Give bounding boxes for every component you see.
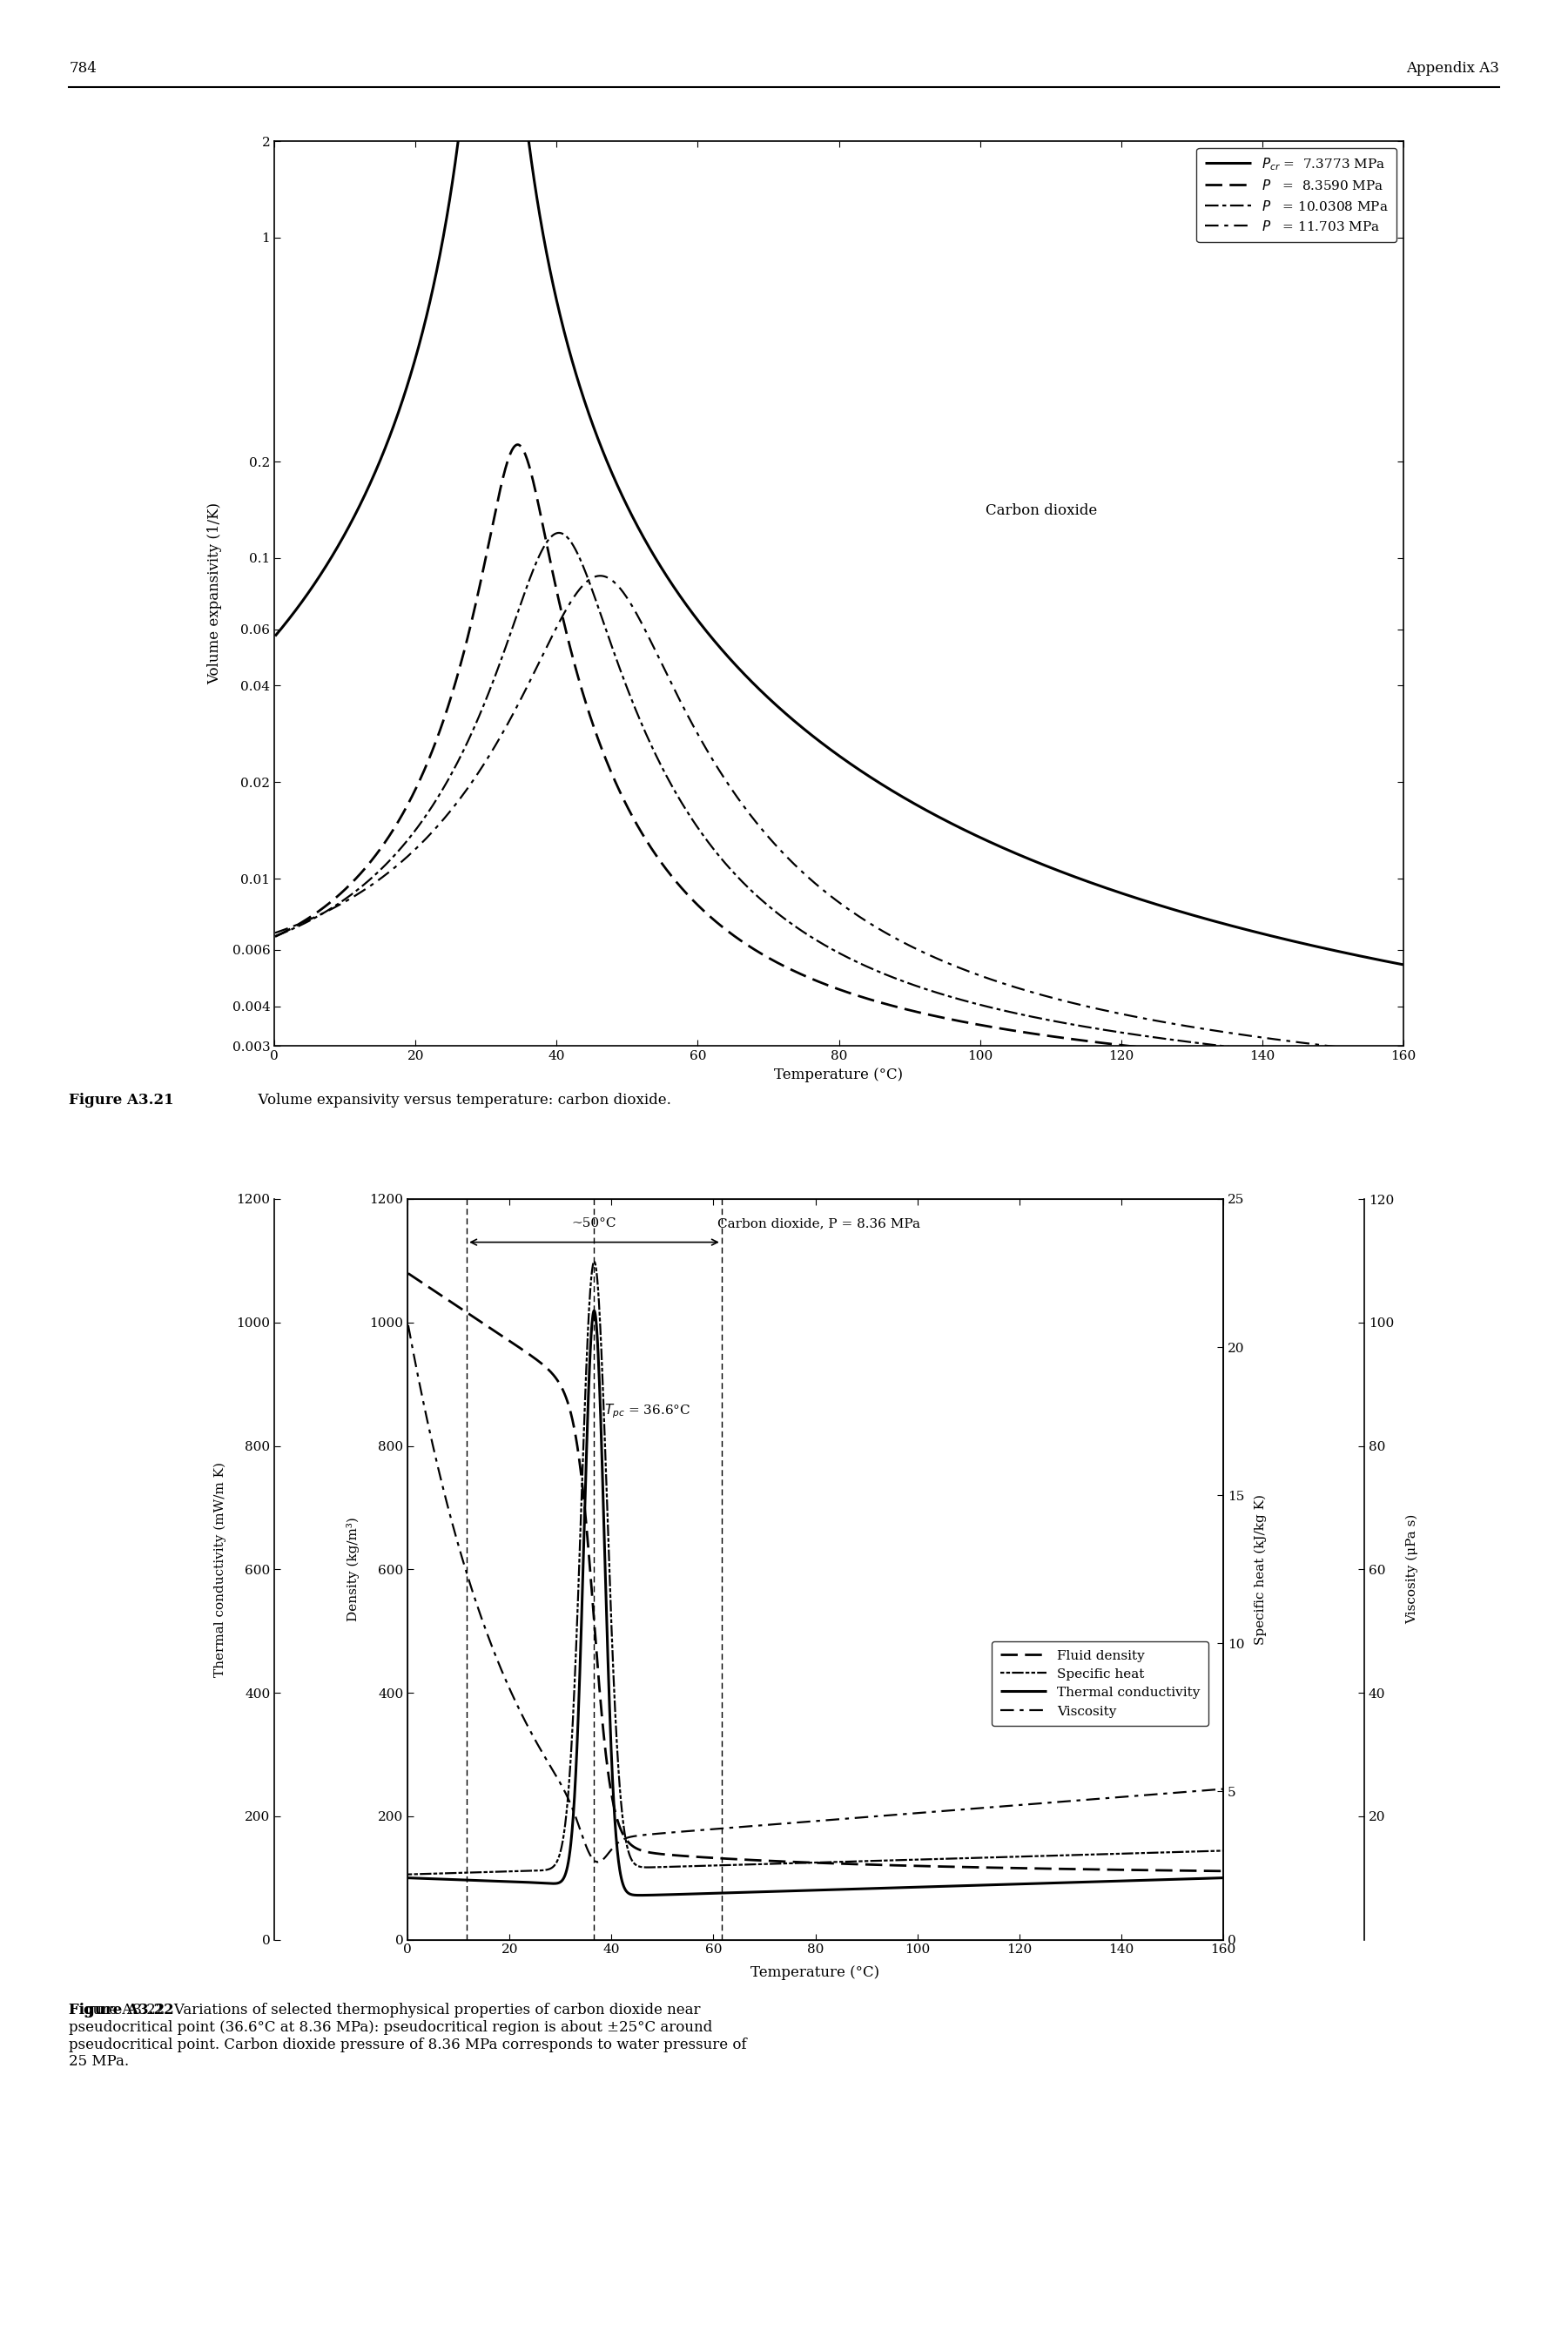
- Text: Figure A3.22: Figure A3.22: [69, 2003, 174, 2017]
- Text: Carbon dioxide, P = 8.36 MPa: Carbon dioxide, P = 8.36 MPa: [718, 1218, 920, 1230]
- Y-axis label: Volume expansivity (1/K): Volume expansivity (1/K): [207, 503, 223, 684]
- X-axis label: Temperature (°C): Temperature (°C): [751, 1965, 880, 1980]
- Text: $T_{pc}$ = 36.6°C: $T_{pc}$ = 36.6°C: [604, 1404, 691, 1420]
- Legend: Fluid density, Specific heat, Thermal conductivity, Viscosity: Fluid density, Specific heat, Thermal co…: [993, 1641, 1209, 1726]
- Legend: $P_{cr}$ =  7.3773 MPa, $P$   =  8.3590 MPa, $P$   = 10.0308 MPa, $P$   = 11.703: $P_{cr}$ = 7.3773 MPa, $P$ = 8.3590 MPa,…: [1196, 148, 1397, 242]
- Y-axis label: Density (kg/m³): Density (kg/m³): [347, 1516, 359, 1622]
- Text: ~50°C: ~50°C: [572, 1218, 616, 1230]
- Text: Figure A3.21: Figure A3.21: [69, 1093, 174, 1107]
- Text: Appendix A3: Appendix A3: [1406, 61, 1499, 75]
- X-axis label: Temperature (°C): Temperature (°C): [775, 1067, 903, 1081]
- Text: 784: 784: [69, 61, 97, 75]
- Y-axis label: Thermal conductivity (mW/m K): Thermal conductivity (mW/m K): [213, 1462, 226, 1676]
- Text: Volume expansivity versus temperature: carbon dioxide.: Volume expansivity versus temperature: c…: [249, 1093, 671, 1107]
- Y-axis label: Viscosity (μPa s): Viscosity (μPa s): [1406, 1514, 1419, 1625]
- Text: Carbon dioxide: Carbon dioxide: [986, 503, 1098, 517]
- Text: Figure A3.22  Variations of selected thermophysical properties of carbon dioxide: Figure A3.22 Variations of selected ther…: [69, 2003, 746, 2069]
- Y-axis label: Specific heat (kJ/kg K): Specific heat (kJ/kg K): [1254, 1493, 1267, 1646]
